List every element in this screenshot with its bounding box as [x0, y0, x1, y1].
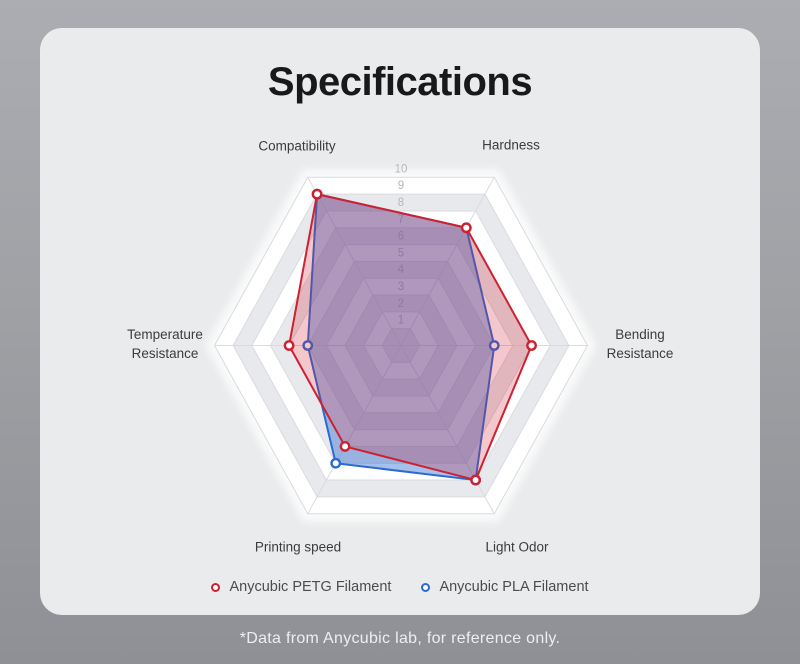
scale-tick-label: 5 — [398, 247, 404, 259]
data-point-petg[interactable] — [283, 340, 295, 351]
axis-label-compatibility: Compatibility — [258, 138, 336, 154]
data-point-pla[interactable] — [330, 457, 342, 469]
petg-series-marker-icon — [211, 582, 221, 592]
data-point-petg[interactable] — [526, 340, 537, 351]
legend-label-petg: Anycubic PETG Filament — [229, 579, 392, 595]
scale-tick-label: 2 — [398, 298, 404, 310]
legend-item-pla[interactable]: Anycubic PLA Filament — [421, 579, 589, 595]
data-point-pla[interactable] — [488, 340, 500, 351]
scale-tick-label: 4 — [398, 264, 405, 276]
scale-tick-label: 10 — [395, 163, 408, 175]
scale-tick-label: 9 — [398, 180, 404, 192]
axis-label-hardness: Hardness — [482, 137, 540, 153]
axis-label-temperature-resistance: Temperature Resistance — [127, 327, 203, 361]
scale-tick-label: 1 — [398, 315, 404, 327]
data-point-petg[interactable] — [460, 222, 472, 234]
scale-tick-label: 7 — [398, 214, 404, 226]
grid-spoke — [307, 177, 402, 346]
grid-spoke — [400, 177, 495, 346]
legend-item-petg[interactable]: Anycubic PETG Filament — [211, 579, 391, 595]
data-point-petg[interactable] — [470, 474, 481, 486]
scale-tick-label: 8 — [398, 197, 404, 209]
axis-label-light-odor: Light Odor — [485, 539, 549, 555]
data-point-pla[interactable] — [302, 340, 314, 351]
scale-tick-label: 3 — [398, 281, 404, 293]
axis-label-printing-speed: Printing speed — [254, 539, 342, 555]
footnote: *Data from Anycubic lab, for reference o… — [239, 630, 561, 647]
chart-title: Specifications — [267, 60, 533, 104]
chart-legend: Anycubic PETG Filament Anycubic PLA Fila… — [0, 579, 800, 595]
axis-label-bending-resistance: Bending Resistance — [606, 327, 674, 361]
legend-label-pla: Anycubic PLA Filament — [439, 579, 589, 595]
grid-spoke — [307, 345, 402, 514]
grid-spoke — [400, 345, 495, 514]
data-point-petg[interactable] — [311, 188, 323, 200]
data-point-petg[interactable] — [339, 441, 351, 452]
scale-tick-label: 6 — [398, 231, 404, 243]
pla-series-marker-icon — [421, 582, 431, 592]
